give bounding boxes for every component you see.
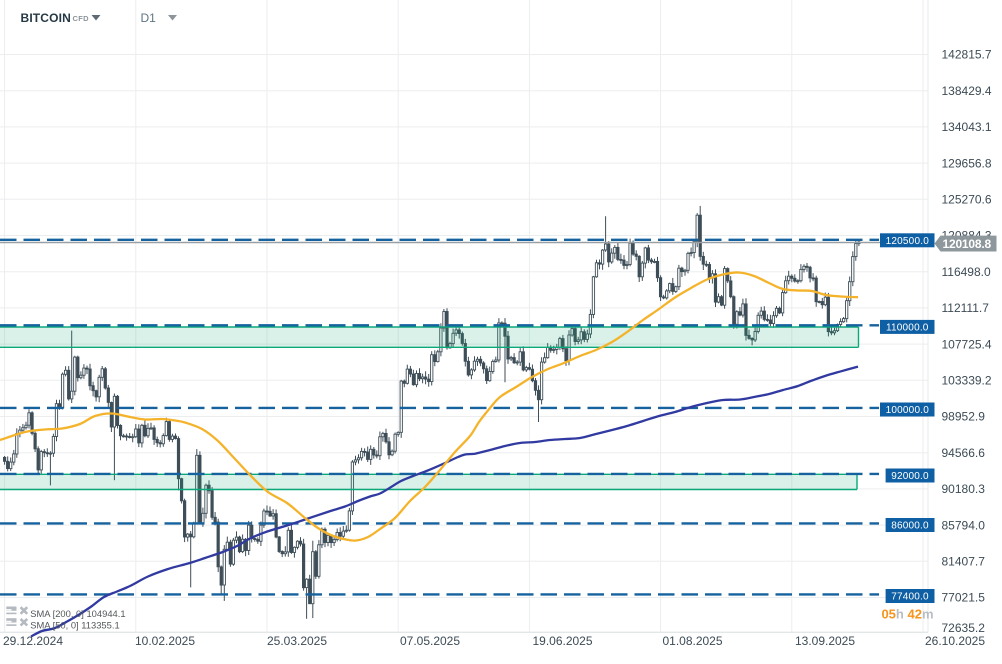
svg-text:120500.0: 120500.0 xyxy=(886,236,930,247)
svg-text:85794.0: 85794.0 xyxy=(942,518,986,532)
svg-text:CFD: CFD xyxy=(73,14,90,23)
svg-text:129656.8: 129656.8 xyxy=(942,156,992,170)
svg-text:13.09.2025: 13.09.2025 xyxy=(795,634,855,648)
svg-text:77021.5: 77021.5 xyxy=(942,591,986,605)
svg-text:SMA [50, 0] 113355.1: SMA [50, 0] 113355.1 xyxy=(30,620,119,631)
svg-text:77400.0: 77400.0 xyxy=(891,592,929,603)
svg-text:92000.0: 92000.0 xyxy=(891,471,929,482)
svg-text:D1: D1 xyxy=(141,11,157,25)
svg-text:142815.7: 142815.7 xyxy=(942,48,992,62)
svg-text:07.05.2025: 07.05.2025 xyxy=(400,634,460,648)
svg-text:116498.0: 116498.0 xyxy=(942,265,991,279)
svg-text:134043.1: 134043.1 xyxy=(942,120,992,134)
svg-text:72635.2: 72635.2 xyxy=(942,621,986,635)
svg-text:138429.4: 138429.4 xyxy=(942,84,992,98)
svg-text:05h 42m: 05h 42m xyxy=(881,607,933,622)
svg-text:110000.0: 110000.0 xyxy=(886,323,929,334)
svg-text:94566.6: 94566.6 xyxy=(942,446,986,460)
svg-text:98952.9: 98952.9 xyxy=(942,410,986,424)
svg-text:103339.2: 103339.2 xyxy=(942,374,992,388)
svg-text:25.03.2025: 25.03.2025 xyxy=(267,634,327,648)
svg-text:19.06.2025: 19.06.2025 xyxy=(532,634,592,648)
svg-text:81407.7: 81407.7 xyxy=(942,555,986,569)
svg-text:86000.0: 86000.0 xyxy=(891,521,929,532)
svg-text:120108.8: 120108.8 xyxy=(943,237,992,251)
svg-text:26.10.2025: 26.10.2025 xyxy=(925,634,985,648)
svg-text:100000.0: 100000.0 xyxy=(886,405,930,416)
svg-text:SMA [200, 0] 104944.1: SMA [200, 0] 104944.1 xyxy=(30,608,125,619)
svg-text:90180.3: 90180.3 xyxy=(942,482,986,496)
svg-text:BITCOIN: BITCOIN xyxy=(21,11,71,25)
svg-text:107725.4: 107725.4 xyxy=(942,337,992,351)
svg-text:01.08.2025: 01.08.2025 xyxy=(662,634,722,648)
svg-text:112111.7: 112111.7 xyxy=(942,301,990,315)
svg-text:10.02.2025: 10.02.2025 xyxy=(135,634,195,648)
svg-text:125270.6: 125270.6 xyxy=(942,193,992,207)
svg-text:29.12.2024: 29.12.2024 xyxy=(3,634,63,648)
